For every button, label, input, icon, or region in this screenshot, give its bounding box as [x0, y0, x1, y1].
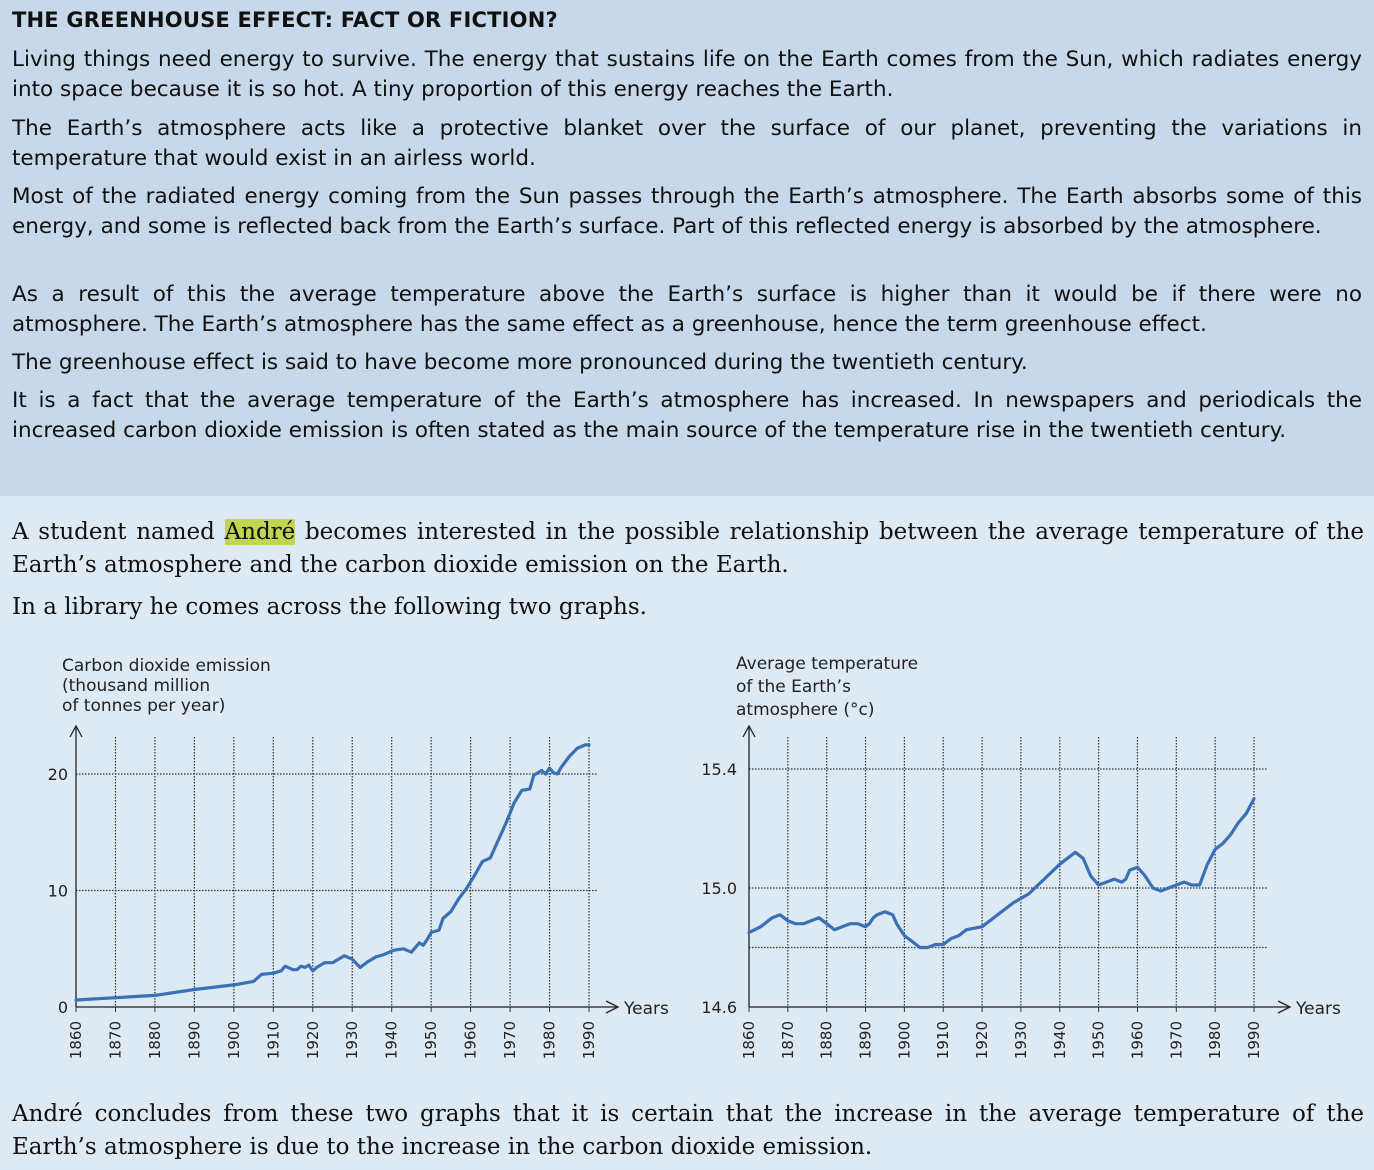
- temp-xtick-label-1870: 1870: [779, 1021, 797, 1059]
- co2-xtick-label-1860: 1860: [67, 1021, 85, 1059]
- co2-xtick-label-1950: 1950: [422, 1021, 440, 1059]
- co2-ytick-label-10: 10: [48, 882, 68, 901]
- co2-xtick-label-1900: 1900: [225, 1021, 243, 1059]
- temp-ytick-label-14.6: 14.6: [701, 998, 737, 1017]
- paragraph-5: The greenhouse effect is said to have be…: [12, 350, 1028, 375]
- temp-xtick-label-1970: 1970: [1167, 1021, 1185, 1059]
- temp-ytick-label-15.0: 15.0: [701, 879, 737, 898]
- co2-xtick-label-1930: 1930: [343, 1021, 361, 1059]
- temp-xtick-label-1900: 1900: [895, 1021, 913, 1059]
- paragraph-3: Most of the radiated energy coming from …: [12, 184, 1362, 239]
- co2-xtick-label-1870: 1870: [106, 1021, 124, 1059]
- temp-x-axis-arrow: [1277, 1000, 1292, 1014]
- library-sentence: In a library he comes across the followi…: [12, 594, 647, 620]
- temperature-chart: 1860 1870 1880 1890 1900 1910 1920 1930 1940 1950…: [701, 654, 1341, 1059]
- co2-y-axis-label-line-3: of tonnes per year): [62, 696, 225, 716]
- co2-y-axis-label-line-2: (thousand million: [62, 676, 210, 696]
- co2-x-axis-label: Years: [623, 999, 669, 1019]
- temp-y-axis-arrow: [742, 724, 756, 738]
- paragraph-1: Living things need energy to survive. Th…: [12, 47, 1362, 102]
- co2-xtick-label-1940: 1940: [383, 1021, 401, 1059]
- co2-xtick-label-1970: 1970: [501, 1021, 519, 1059]
- temp-xtick-label-1960: 1960: [1128, 1021, 1146, 1059]
- temp-xtick-label-1940: 1940: [1051, 1021, 1069, 1059]
- temp-xtick-label-1890: 1890: [857, 1021, 875, 1059]
- temp-y-axis-label-line-1: Average temperature: [736, 654, 918, 674]
- paragraph-2: The Earth’s atmosphere acts like a prote…: [12, 116, 1362, 171]
- co2-xtick-label-1920: 1920: [304, 1021, 322, 1059]
- temp-x-axis-label: Years: [1295, 999, 1341, 1019]
- temp-xtick-label-1860: 1860: [740, 1021, 758, 1059]
- temp-ytick-label-15.4: 15.4: [701, 760, 737, 779]
- article-title: THE GREENHOUSE EFFECT: FACT OR FICTION?: [12, 8, 558, 32]
- co2-xtick-label-1880: 1880: [146, 1021, 164, 1059]
- intro-panel: [0, 0, 1374, 496]
- co2-x-axis-arrow: [605, 1000, 620, 1014]
- co2-data-line: [74, 743, 591, 1002]
- intro-paragraph: A student named André becomes interested…: [12, 516, 1364, 582]
- temp-xtick-label-1920: 1920: [973, 1021, 991, 1059]
- intro-text-after: becomes interested in the possible relat…: [12, 519, 1364, 578]
- co2-emission-chart: 1860 1870 1880 1890 1900 1910 1920 1930 1940 1950…: [48, 656, 669, 1059]
- co2-y-axis-arrow: [69, 724, 83, 738]
- co2-y-axis-label-line-1: Carbon dioxide emission: [62, 656, 271, 676]
- co2-xtick-label-1990: 1990: [580, 1021, 598, 1059]
- temp-y-axis-label-line-2: of the Earth’s: [736, 677, 851, 697]
- temp-xtick-label-1880: 1880: [818, 1021, 836, 1059]
- intro-text-before: A student named: [12, 519, 225, 545]
- paragraph-4: As a result of this the average temperat…: [12, 282, 1362, 337]
- temp-xtick-label-1950: 1950: [1090, 1021, 1108, 1059]
- co2-xtick-label-1980: 1980: [541, 1021, 559, 1059]
- temp-xtick-label-1910: 1910: [934, 1021, 952, 1059]
- co2-xtick-label-1960: 1960: [462, 1021, 480, 1059]
- co2-xtick-label-1910: 1910: [264, 1021, 282, 1059]
- temp-y-axis-label-line-3: atmosphere (°c): [736, 700, 875, 720]
- co2-ytick-label-0: 0: [58, 998, 68, 1017]
- co2-xtick-label-1890: 1890: [185, 1021, 203, 1059]
- temp-xtick-label-1980: 1980: [1206, 1021, 1224, 1059]
- temp-xtick-label-1990: 1990: [1245, 1021, 1263, 1059]
- temp-data-line: [747, 797, 1256, 950]
- student-name-highlight: André: [224, 519, 296, 545]
- co2-ytick-label-20: 20: [48, 765, 68, 784]
- conclusion-paragraph: André concludes from these two graphs th…: [12, 1101, 1364, 1160]
- temp-xtick-label-1930: 1930: [1012, 1021, 1030, 1059]
- paragraph-6: It is a fact that the average temperatur…: [12, 388, 1362, 443]
